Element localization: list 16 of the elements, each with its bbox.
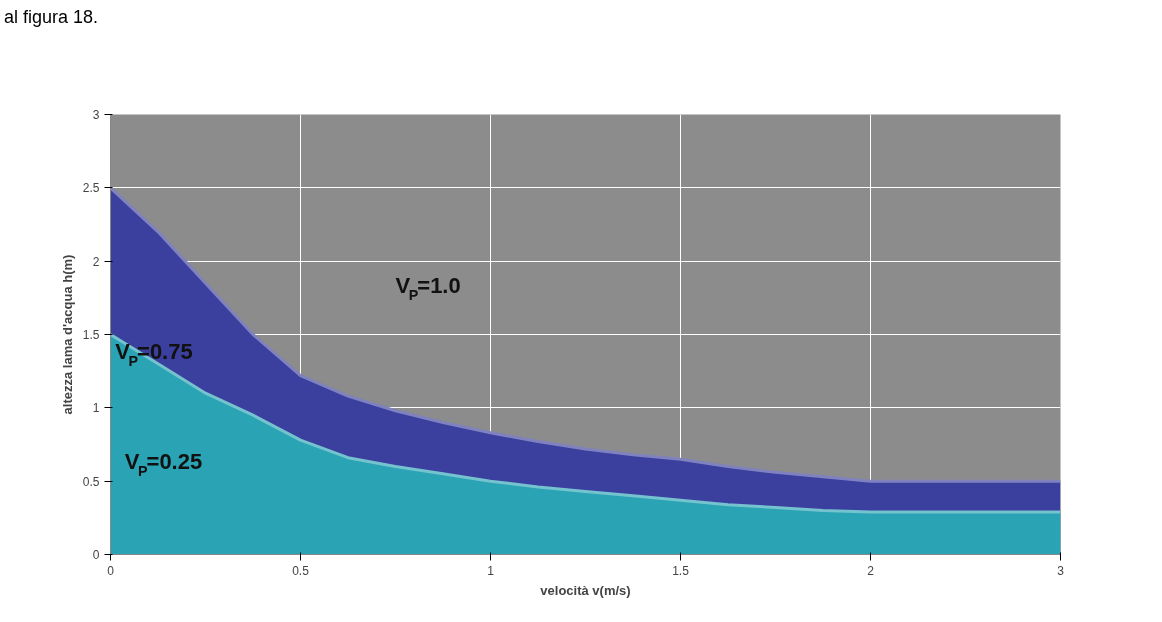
x-tick-label: 0.5: [292, 563, 310, 578]
y-tick-label: 3: [92, 108, 100, 122]
x-tick-label: 1: [487, 563, 495, 578]
y-axis-title: altezza lama d'acqua h(m): [59, 254, 75, 415]
x-axis-title: velocità v(m/s): [540, 582, 631, 598]
y-tick-label: 1: [92, 401, 100, 416]
text: al figura 18.: [4, 6, 99, 29]
y-tick-label: 2.5: [82, 181, 100, 196]
x-tick-label: 2: [867, 563, 875, 578]
y-tick-label: 0.5: [82, 474, 100, 489]
y-tick-label: 0: [92, 548, 100, 562]
x-tick-label: 3: [1057, 563, 1065, 578]
x-tick-label: 1.5: [672, 563, 690, 578]
y-tick-label: 2: [92, 254, 100, 269]
x-tick-label: 0: [107, 563, 115, 578]
y-tick-label: 1.5: [82, 328, 100, 342]
